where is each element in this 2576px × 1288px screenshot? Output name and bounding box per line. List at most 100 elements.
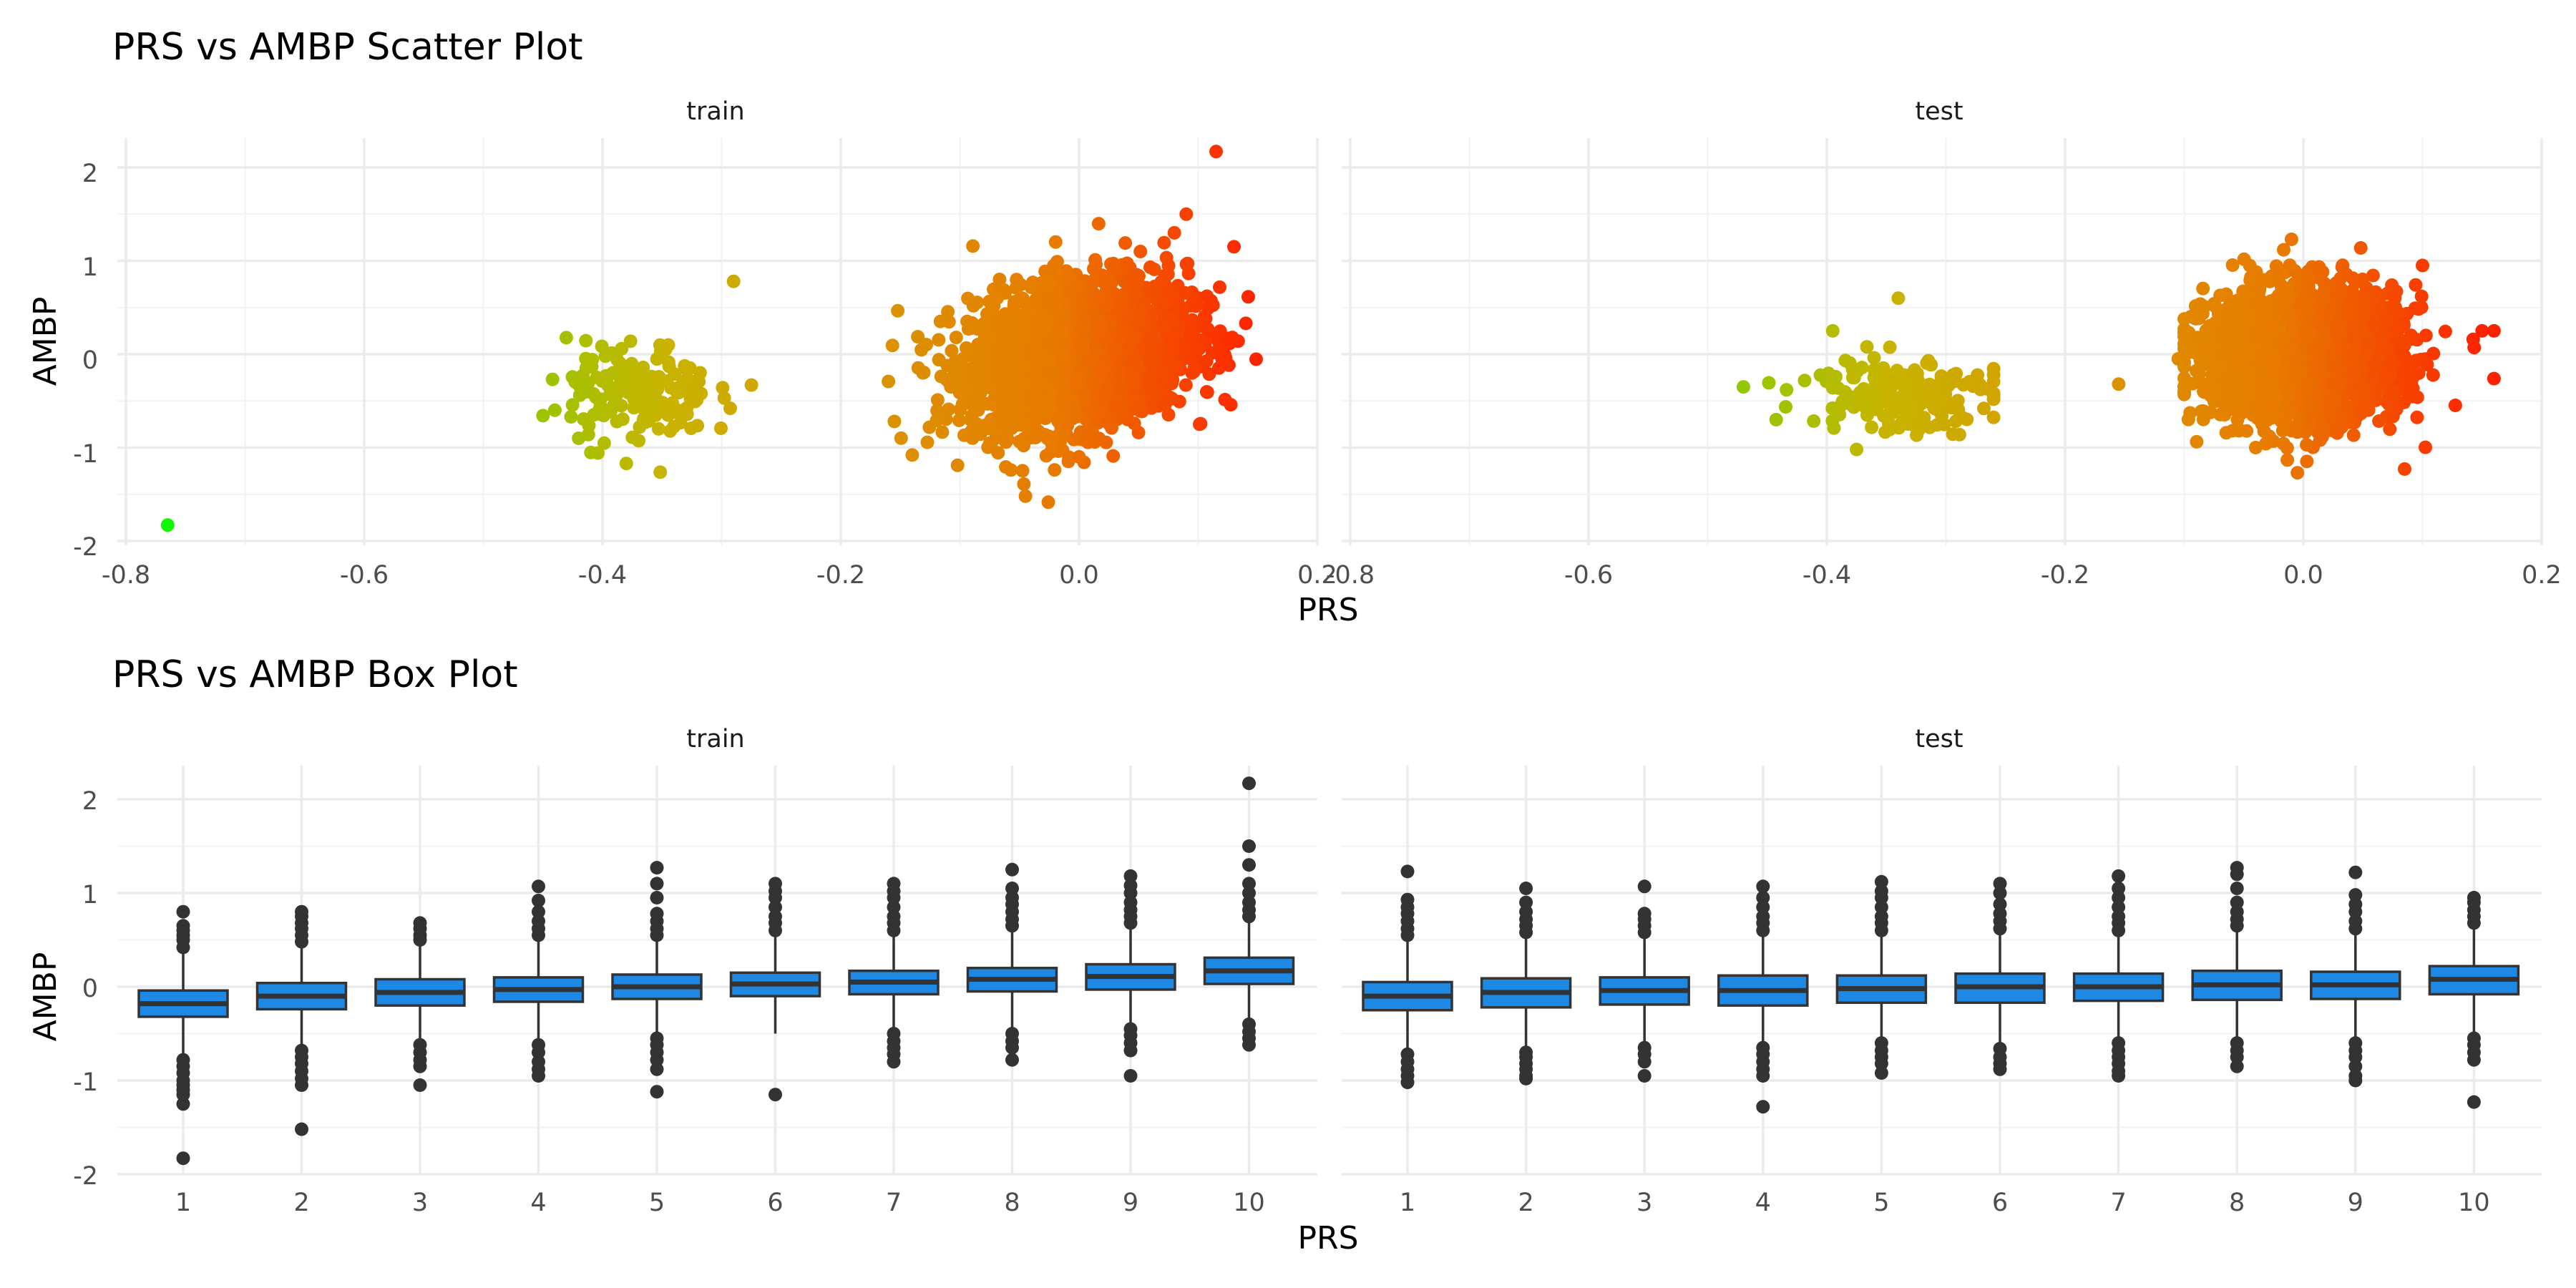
scatter-point xyxy=(1133,245,1148,258)
scatter-point xyxy=(1189,343,1204,357)
scatter-point xyxy=(638,415,653,429)
scatter-point xyxy=(1156,318,1170,332)
scatter-point xyxy=(920,435,935,449)
scatter-point xyxy=(1143,344,1157,358)
scatter-point xyxy=(1095,366,1109,380)
scatter-point xyxy=(1039,449,1053,463)
scatter-point xyxy=(971,338,985,351)
scatter-point xyxy=(941,305,955,319)
scatter-point xyxy=(1158,398,1172,412)
scatter-point xyxy=(1209,145,1223,159)
scatter-point xyxy=(565,398,580,412)
scatter-point xyxy=(1131,316,1146,329)
scatter-point xyxy=(2183,406,2197,420)
scatter-point xyxy=(995,408,1009,422)
scatter-point xyxy=(2177,326,2191,340)
scatter-point xyxy=(1061,454,1075,469)
scatter-point xyxy=(584,445,598,459)
scatter-point xyxy=(1082,353,1096,367)
scatter-point xyxy=(891,303,905,318)
scatter-point xyxy=(2189,364,2203,378)
scatter-point xyxy=(1111,289,1126,303)
scatter-point xyxy=(603,404,618,419)
scatter-point xyxy=(2467,341,2482,355)
scatter-point xyxy=(1178,286,1192,300)
scatter-point xyxy=(1102,416,1116,431)
scatter-point xyxy=(545,372,560,386)
scatter-point xyxy=(688,382,701,396)
scatter-point xyxy=(1070,279,1085,293)
scatter-point xyxy=(585,359,599,374)
scatter-point xyxy=(960,341,973,355)
scatter-point xyxy=(1017,477,1031,491)
scatter-point xyxy=(2190,434,2204,449)
scatter-point xyxy=(1091,217,1106,231)
scatter-strip-label-train: train xyxy=(686,97,744,126)
scatter-point xyxy=(1038,338,1053,352)
scatter-point xyxy=(991,446,1005,460)
scatter-point xyxy=(680,407,694,421)
scatter-point xyxy=(965,316,980,330)
scatter-point xyxy=(1204,293,1218,308)
scatter-point xyxy=(1080,422,1095,436)
scatter-point xyxy=(2219,426,2233,440)
scatter-point xyxy=(650,352,664,366)
scatter-point xyxy=(995,315,1009,329)
scatter-point xyxy=(678,358,692,373)
scatter-point xyxy=(2353,241,2368,255)
scatter-point xyxy=(1241,290,1255,304)
scatter-point xyxy=(2411,302,2426,316)
scatter-point xyxy=(1025,388,1039,402)
scatter-point xyxy=(684,421,698,436)
scatter-point xyxy=(1030,404,1045,418)
scatter-point xyxy=(1118,236,1133,250)
scatter-point xyxy=(2195,404,2209,419)
scatter-point xyxy=(930,393,945,407)
scatter-point xyxy=(1058,399,1071,413)
scatter-point xyxy=(1078,328,1093,343)
scatter-point xyxy=(2300,454,2314,469)
scatter-point xyxy=(1018,415,1032,429)
scatter-point xyxy=(572,379,587,393)
scatter-point xyxy=(1015,464,1030,478)
scatter-point xyxy=(1106,449,1121,463)
scatter-point xyxy=(1112,367,1126,381)
scatter-point xyxy=(1058,335,1073,349)
scatter-point xyxy=(1149,282,1163,296)
scatter-point xyxy=(669,384,683,399)
scatter-point xyxy=(1175,305,1189,319)
scatter-point xyxy=(1125,337,1139,351)
scatter-point xyxy=(1038,369,1052,384)
scatter-point xyxy=(1088,253,1103,267)
scatter-point xyxy=(1080,435,1095,449)
scatter-point xyxy=(1110,405,1123,419)
scatter-point xyxy=(579,333,593,348)
scatter-point xyxy=(1051,322,1065,336)
scatter-point xyxy=(1020,360,1035,374)
scatter-point xyxy=(945,343,959,358)
scatter-point xyxy=(950,372,965,386)
scatter-point xyxy=(1224,398,1238,412)
scatter-point xyxy=(1213,280,1226,294)
scatter-point xyxy=(930,404,945,418)
scatter-point xyxy=(966,298,980,313)
scatter-point xyxy=(2414,289,2429,303)
scatter-point xyxy=(965,424,979,438)
scatter-point xyxy=(1167,225,1181,240)
scatter-point xyxy=(999,435,1013,449)
scatter-point xyxy=(1157,235,1171,250)
scatter-point xyxy=(1019,333,1033,347)
scatter-point xyxy=(1004,398,1018,412)
scatter-point xyxy=(1135,303,1149,317)
scatter-point xyxy=(1096,275,1110,289)
scatter-point xyxy=(1018,489,1033,503)
scatter-point xyxy=(1156,364,1171,379)
scatter-point xyxy=(564,410,578,424)
scatter-point xyxy=(1048,235,1063,249)
scatter-point xyxy=(905,448,919,462)
scatter-point xyxy=(1249,352,1263,366)
scatter-panel-train: train xyxy=(117,97,1319,545)
scatter-point xyxy=(1200,385,1214,399)
scatter-point xyxy=(1010,273,1024,287)
